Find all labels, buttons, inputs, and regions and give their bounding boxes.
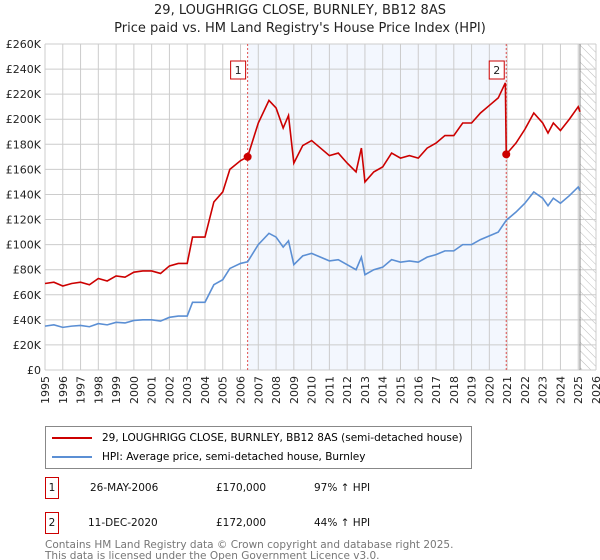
annotation-label: 2 <box>493 64 500 77</box>
y-tick-label: £260K <box>6 38 42 51</box>
y-tick-label: £220K <box>6 88 42 101</box>
x-tick-label: 2023 <box>537 376 550 404</box>
x-tick-label: 2017 <box>430 376 443 404</box>
price-chart: 1995 1996 1997 1998 1999 2000 2001 2002 2003 2004… <box>6 38 600 404</box>
annotation-box <box>230 60 247 80</box>
legend-swatch <box>52 437 92 439</box>
x-tick-label: 2010 <box>306 376 319 404</box>
x-tick-label: 2000 <box>128 376 141 404</box>
x-tick-label: 2021 <box>501 376 514 404</box>
x-tick-label: 2026 <box>590 376 600 404</box>
x-tick-label: 2022 <box>519 376 532 404</box>
future-hatch <box>580 44 596 370</box>
footer-licence: This data is licensed under the Open Gov… <box>45 550 380 560</box>
legend-label: 29, LOUGHRIGG CLOSE, BURNLEY, BB12 8AS (… <box>102 432 463 444</box>
x-tick-label: 2019 <box>466 376 479 404</box>
annotation-label: 1 <box>235 64 242 77</box>
x-tick-label: 2016 <box>412 376 425 404</box>
chart-subtitle: Price paid vs. HM Land Registry's House … <box>114 21 486 36</box>
sale-point <box>502 150 511 159</box>
x-tick-label: 2013 <box>359 376 372 404</box>
y-tick-label: £60K <box>13 289 42 302</box>
y-tick-label: £240K <box>6 63 42 76</box>
sale-hpi-diff: 44% ↑ HPI <box>314 517 371 529</box>
sale-point <box>243 152 252 161</box>
sale-marker-badge: 2 <box>45 512 59 534</box>
x-tick-label: 2015 <box>394 376 407 404</box>
sale-marker-badge: 1 <box>45 477 59 499</box>
x-tick-label: 2011 <box>323 376 336 404</box>
sale-hpi-diff: 97% ↑ HPI <box>314 482 371 494</box>
legend-label: HPI: Average price, semi-detached house,… <box>102 451 366 463</box>
x-tick-label: 2005 <box>217 376 230 404</box>
x-tick-label: 2014 <box>377 376 390 404</box>
y-tick-label: £140K <box>6 188 42 201</box>
x-tick-label: 2003 <box>181 376 194 404</box>
x-tick-label: 1999 <box>110 376 123 404</box>
series-line <box>44 185 581 329</box>
x-tick-label: 1998 <box>92 376 105 404</box>
x-tick-label: 2018 <box>448 376 461 404</box>
x-tick-label: 2001 <box>146 376 159 404</box>
sale-period-shading <box>247 44 507 370</box>
y-tick-label: £40K <box>13 314 42 327</box>
legend-item-property: 29, LOUGHRIGG CLOSE, BURNLEY, BB12 8AS (… <box>52 432 462 444</box>
x-tick-label: 1997 <box>75 376 88 404</box>
x-tick-label: 2004 <box>199 376 212 404</box>
y-tick-label: £120K <box>6 214 42 227</box>
y-tick-label: £0 <box>27 364 41 377</box>
y-tick-label: £200K <box>6 113 42 126</box>
x-tick-label: 1995 <box>39 376 52 404</box>
x-tick-label: 2024 <box>554 376 567 404</box>
footer-copyright: Contains HM Land Registry data © Crown c… <box>45 539 454 551</box>
legend-swatch <box>52 456 92 458</box>
x-tick-label: 2012 <box>341 376 354 404</box>
y-tick-label: £160K <box>6 163 42 176</box>
sale-price: £170,000 <box>216 482 267 494</box>
series-line <box>44 82 581 287</box>
x-tick-label: 2025 <box>572 376 585 404</box>
x-tick-label: 2008 <box>270 376 283 404</box>
annotation-box <box>488 60 505 80</box>
x-tick-label: 2002 <box>163 376 176 404</box>
y-tick-label: £100K <box>6 239 42 252</box>
legend: 29, LOUGHRIGG CLOSE, BURNLEY, BB12 8AS (… <box>45 426 472 469</box>
x-tick-label: 2007 <box>252 376 265 404</box>
legend-item-hpi: HPI: Average price, semi-detached house,… <box>52 451 365 463</box>
y-tick-label: £80K <box>13 264 42 277</box>
x-tick-label: 2006 <box>235 376 248 404</box>
y-tick-label: £180K <box>6 138 42 151</box>
chart-title: 29, LOUGHRIGG CLOSE, BURNLEY, BB12 8AS <box>154 3 446 18</box>
sale-date: 11-DEC-2020 <box>88 517 158 529</box>
x-tick-label: 1996 <box>57 376 70 404</box>
sale-price: £172,000 <box>216 517 267 529</box>
sale-date: 26-MAY-2006 <box>90 482 159 494</box>
x-tick-label: 2020 <box>483 376 496 404</box>
x-tick-label: 2009 <box>288 376 301 404</box>
y-tick-label: £20K <box>13 339 42 352</box>
